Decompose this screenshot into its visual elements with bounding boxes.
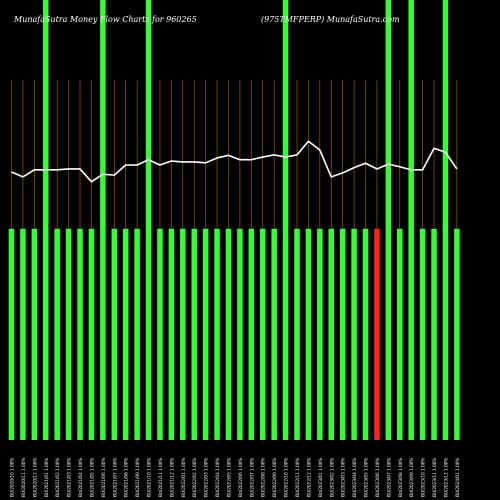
bar [271,228,277,440]
bar [77,228,83,440]
bar [294,228,300,440]
x-tick-label: BU/2021/03 1.00% [67,458,72,497]
chart-title: MunafaSutra Money Flow Charts for 960265 [14,15,197,24]
bar [397,228,403,440]
x-tick-label: BU/2021/10 1.00% [147,458,152,497]
x-tick-label: BU/2022/06 1.00% [238,458,243,497]
bar [431,228,437,440]
bar [157,228,163,440]
x-tick-label: BU/2022/05 1.00% [226,458,231,497]
x-tick-label: BU/2023/12 1.00% [443,458,448,497]
x-tick-label: BU/2021/07 1.00% [112,458,117,497]
bar [65,228,72,440]
bar [134,228,140,440]
bar [191,228,197,440]
line-series-path [11,140,458,183]
bar [442,0,449,440]
bar [54,228,60,440]
x-tick-label: BU/2023/07 1.00% [386,458,391,497]
bar [214,228,220,440]
x-tick-label: BU/2023/04 1.00% [352,458,357,497]
bar [31,228,38,440]
x-tick-label: BU/2023/10 1.00% [421,458,426,497]
bar [20,228,26,440]
x-tick-label: BU/2024/01 1.00% [455,458,460,497]
x-tick-label: BU/2022/02 1.00% [192,458,197,497]
bar [317,228,323,440]
x-tick-label: BU/2021/02 1.00% [55,458,60,497]
x-tick-label: BU/2023/08 1.00% [398,458,403,497]
x-tick-label: BU/2020/12 1.00% [32,458,37,497]
x-tick-label: BU/2023/05 1.00% [364,458,369,497]
bar [305,228,312,440]
bar [145,0,152,440]
x-tick-label: BU/2023/01 1.00% [318,458,323,497]
bar [419,228,426,440]
x-tick-label: BU/2022/10 1.00% [284,458,289,497]
bar [122,228,129,440]
x-tick-label: BU/2021/01 1.00% [44,458,49,497]
x-tick-label: BU/2023/03 1.00% [341,458,346,497]
bar [225,228,232,440]
bar [237,228,243,440]
x-tick-label: BU/2023/09 1.00% [409,458,414,497]
bar [43,0,49,440]
x-tick-label: BU/2022/08 1.00% [261,458,266,497]
x-tick-label: BU/2022/04 1.00% [215,458,220,497]
bar [8,228,15,440]
chart-site-label: (975TMFPERP) MunafaSutra.com [261,15,400,24]
bar [351,228,357,440]
x-tick-label: BU/2023/11 1.00% [432,458,437,497]
x-tick-label: BU/2021/05 1.00% [89,458,94,497]
bar [202,228,209,440]
bar [259,228,266,440]
x-tick-labels: BU/2020/10 1.00% BU/2020/11 1.00% BU/2020/… [10,458,460,497]
bar [408,0,414,440]
line-series [11,140,458,183]
bar [111,228,118,440]
bar [454,228,460,440]
x-tick-label: BU/2021/08 1.00% [124,458,129,497]
bar [248,228,255,440]
x-tick-label: BU/2020/11 1.00% [21,458,26,497]
bar-series [8,0,460,440]
bar [339,228,346,440]
bar [180,228,186,440]
bar [385,0,392,440]
bar [282,0,289,440]
x-tick-label: BU/2022/09 1.00% [272,458,277,497]
bar [374,228,380,440]
x-tick-label: BU/2022/11 1.00% [295,458,300,497]
bar [100,0,106,440]
x-tick-label: BU/2021/11 1.00% [158,458,163,497]
x-tick-label: BU/2021/09 1.00% [135,458,140,497]
x-tick-label: BU/2021/12 1.00% [169,458,174,497]
bar [88,228,95,440]
x-tick-label: BU/2023/06 1.00% [375,458,380,497]
x-tick-label: BU/2022/01 1.00% [181,458,186,497]
x-tick-label: BU/2022/07 1.00% [249,458,254,497]
x-tick-label: BU/2023/02 1.00% [329,458,334,497]
x-tick-label: BU/2022/03 1.00% [204,458,209,497]
bar [328,228,335,440]
bar [362,228,369,440]
x-tick-label: BU/2022/12 1.00% [306,458,311,497]
bar [168,228,175,440]
x-tick-label: BU/2021/04 1.00% [78,458,83,497]
x-tick-label: BU/2020/10 1.00% [10,458,15,497]
x-tick-label: BU/2021/06 1.00% [101,458,106,497]
